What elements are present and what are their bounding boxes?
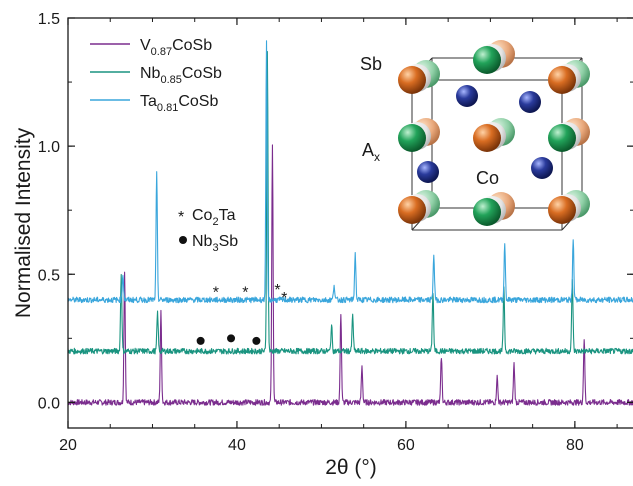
series-line-3	[67, 40, 633, 304]
co-atom	[519, 91, 541, 113]
sb-atom	[398, 196, 426, 224]
co2ta-marker: *	[213, 285, 219, 302]
legend-entry: Ta0.81CoSb	[140, 93, 218, 114]
axis-ticks: 20 40 60 80 0.0 0.5 1.0 1.5	[38, 11, 633, 454]
legend-entry: Nb0.85CoSb	[140, 65, 222, 86]
x-tick-label: 20	[59, 437, 77, 454]
y-tick-label: 0.0	[38, 395, 60, 412]
sb-atom	[473, 124, 501, 152]
series-line-1	[67, 144, 633, 406]
inset-label-sb: Sb	[360, 54, 382, 74]
co2ta-marker: *	[242, 285, 248, 302]
y-tick-label: 1.5	[38, 11, 60, 28]
y-axis-label: Normalised Intensity	[12, 127, 35, 318]
co2ta-legend-label: Co2Ta	[192, 207, 236, 228]
x-axis-label: 2θ (°)	[325, 456, 377, 479]
phase-legend: * Co2Ta Nb3Sb	[178, 207, 238, 254]
nb3sb-marker	[196, 336, 205, 345]
nb3sb-legend-label: Nb3Sb	[192, 233, 238, 254]
series-line-2	[67, 51, 633, 355]
ax-atom	[398, 124, 426, 152]
phase-marker-layer: * * * *	[196, 282, 287, 345]
nb3sb-marker	[227, 334, 236, 343]
x-tick-label: 60	[397, 437, 415, 454]
x-tick-label: 40	[228, 437, 246, 454]
x-tick-label: 80	[566, 437, 584, 454]
legend: V0.87CoSb Nb0.85CoSb Ta0.81CoSb	[90, 37, 222, 114]
legend-entry: V0.87CoSb	[140, 37, 212, 58]
nb3sb-legend-symbol	[179, 236, 187, 244]
inset-label-co: Co	[476, 168, 499, 188]
sb-atom	[548, 66, 576, 94]
co-atom	[417, 161, 439, 183]
sb-atom	[398, 66, 426, 94]
ax-atom	[548, 124, 576, 152]
ax-atom	[473, 198, 501, 226]
sb-atom	[548, 196, 576, 224]
crystal-structure-inset: Sb Ax Co	[360, 40, 590, 231]
inset-label-ax: Ax	[362, 140, 380, 164]
co2ta-marker: *	[274, 282, 280, 299]
co-atom	[531, 157, 553, 179]
series-layer	[67, 40, 633, 406]
co-atom	[456, 85, 478, 107]
co2ta-legend-symbol: *	[178, 209, 184, 226]
y-tick-label: 0.5	[38, 267, 60, 284]
co2ta-marker: *	[281, 290, 287, 307]
y-tick-label: 1.0	[38, 139, 60, 156]
nb3sb-marker	[252, 336, 261, 345]
ax-atom	[473, 46, 501, 74]
plot-frame	[67, 17, 633, 429]
